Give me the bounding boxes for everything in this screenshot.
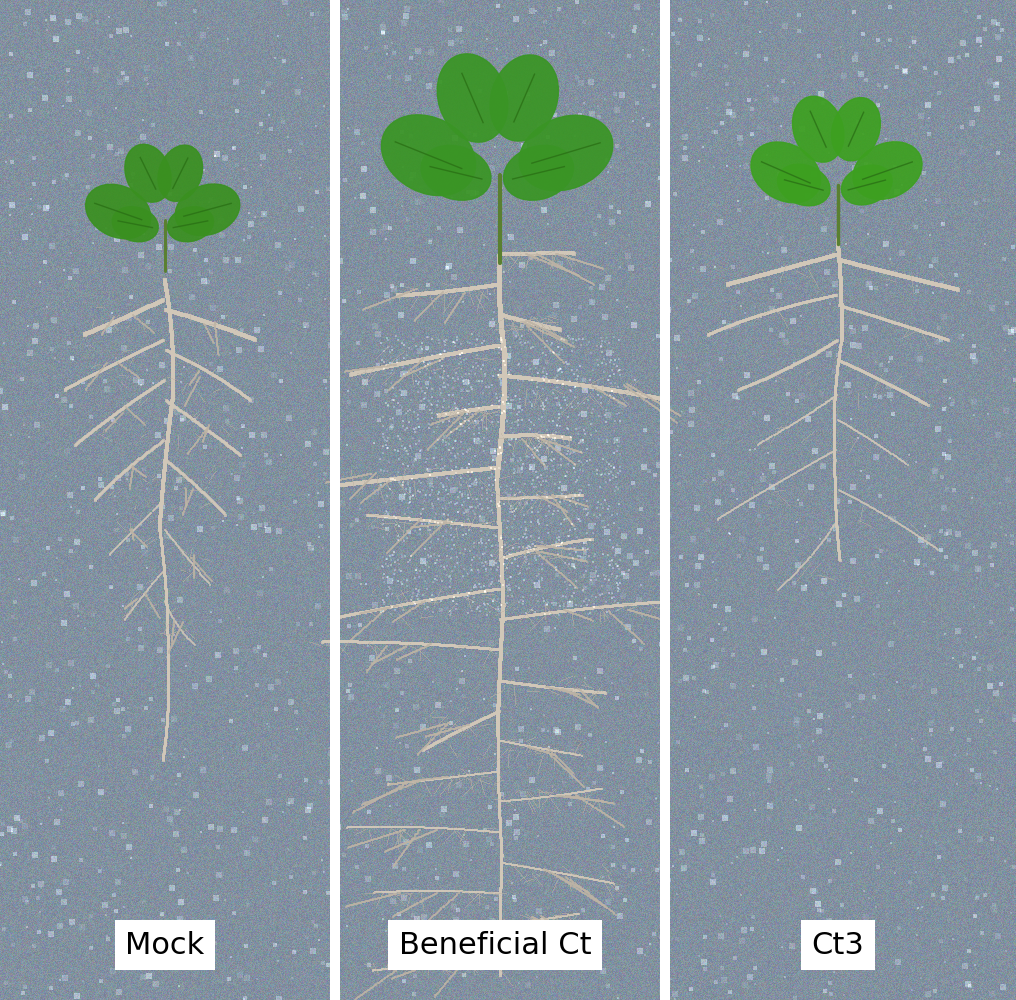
Ellipse shape (841, 165, 892, 205)
Ellipse shape (792, 96, 844, 162)
Ellipse shape (175, 184, 240, 236)
Ellipse shape (777, 164, 830, 206)
Ellipse shape (437, 54, 508, 142)
Ellipse shape (125, 144, 171, 202)
Ellipse shape (751, 142, 821, 203)
Text: Ct3: Ct3 (812, 930, 865, 960)
Ellipse shape (381, 115, 475, 196)
Ellipse shape (112, 207, 158, 242)
Ellipse shape (158, 145, 202, 201)
Ellipse shape (504, 145, 573, 200)
Ellipse shape (519, 115, 613, 191)
Ellipse shape (490, 55, 559, 141)
Ellipse shape (853, 142, 923, 199)
Text: Mock: Mock (125, 930, 204, 960)
Ellipse shape (421, 145, 491, 200)
Ellipse shape (168, 207, 213, 242)
Text: Beneficial Ct: Beneficial Ct (398, 930, 591, 960)
Ellipse shape (85, 184, 151, 239)
Ellipse shape (832, 98, 881, 161)
